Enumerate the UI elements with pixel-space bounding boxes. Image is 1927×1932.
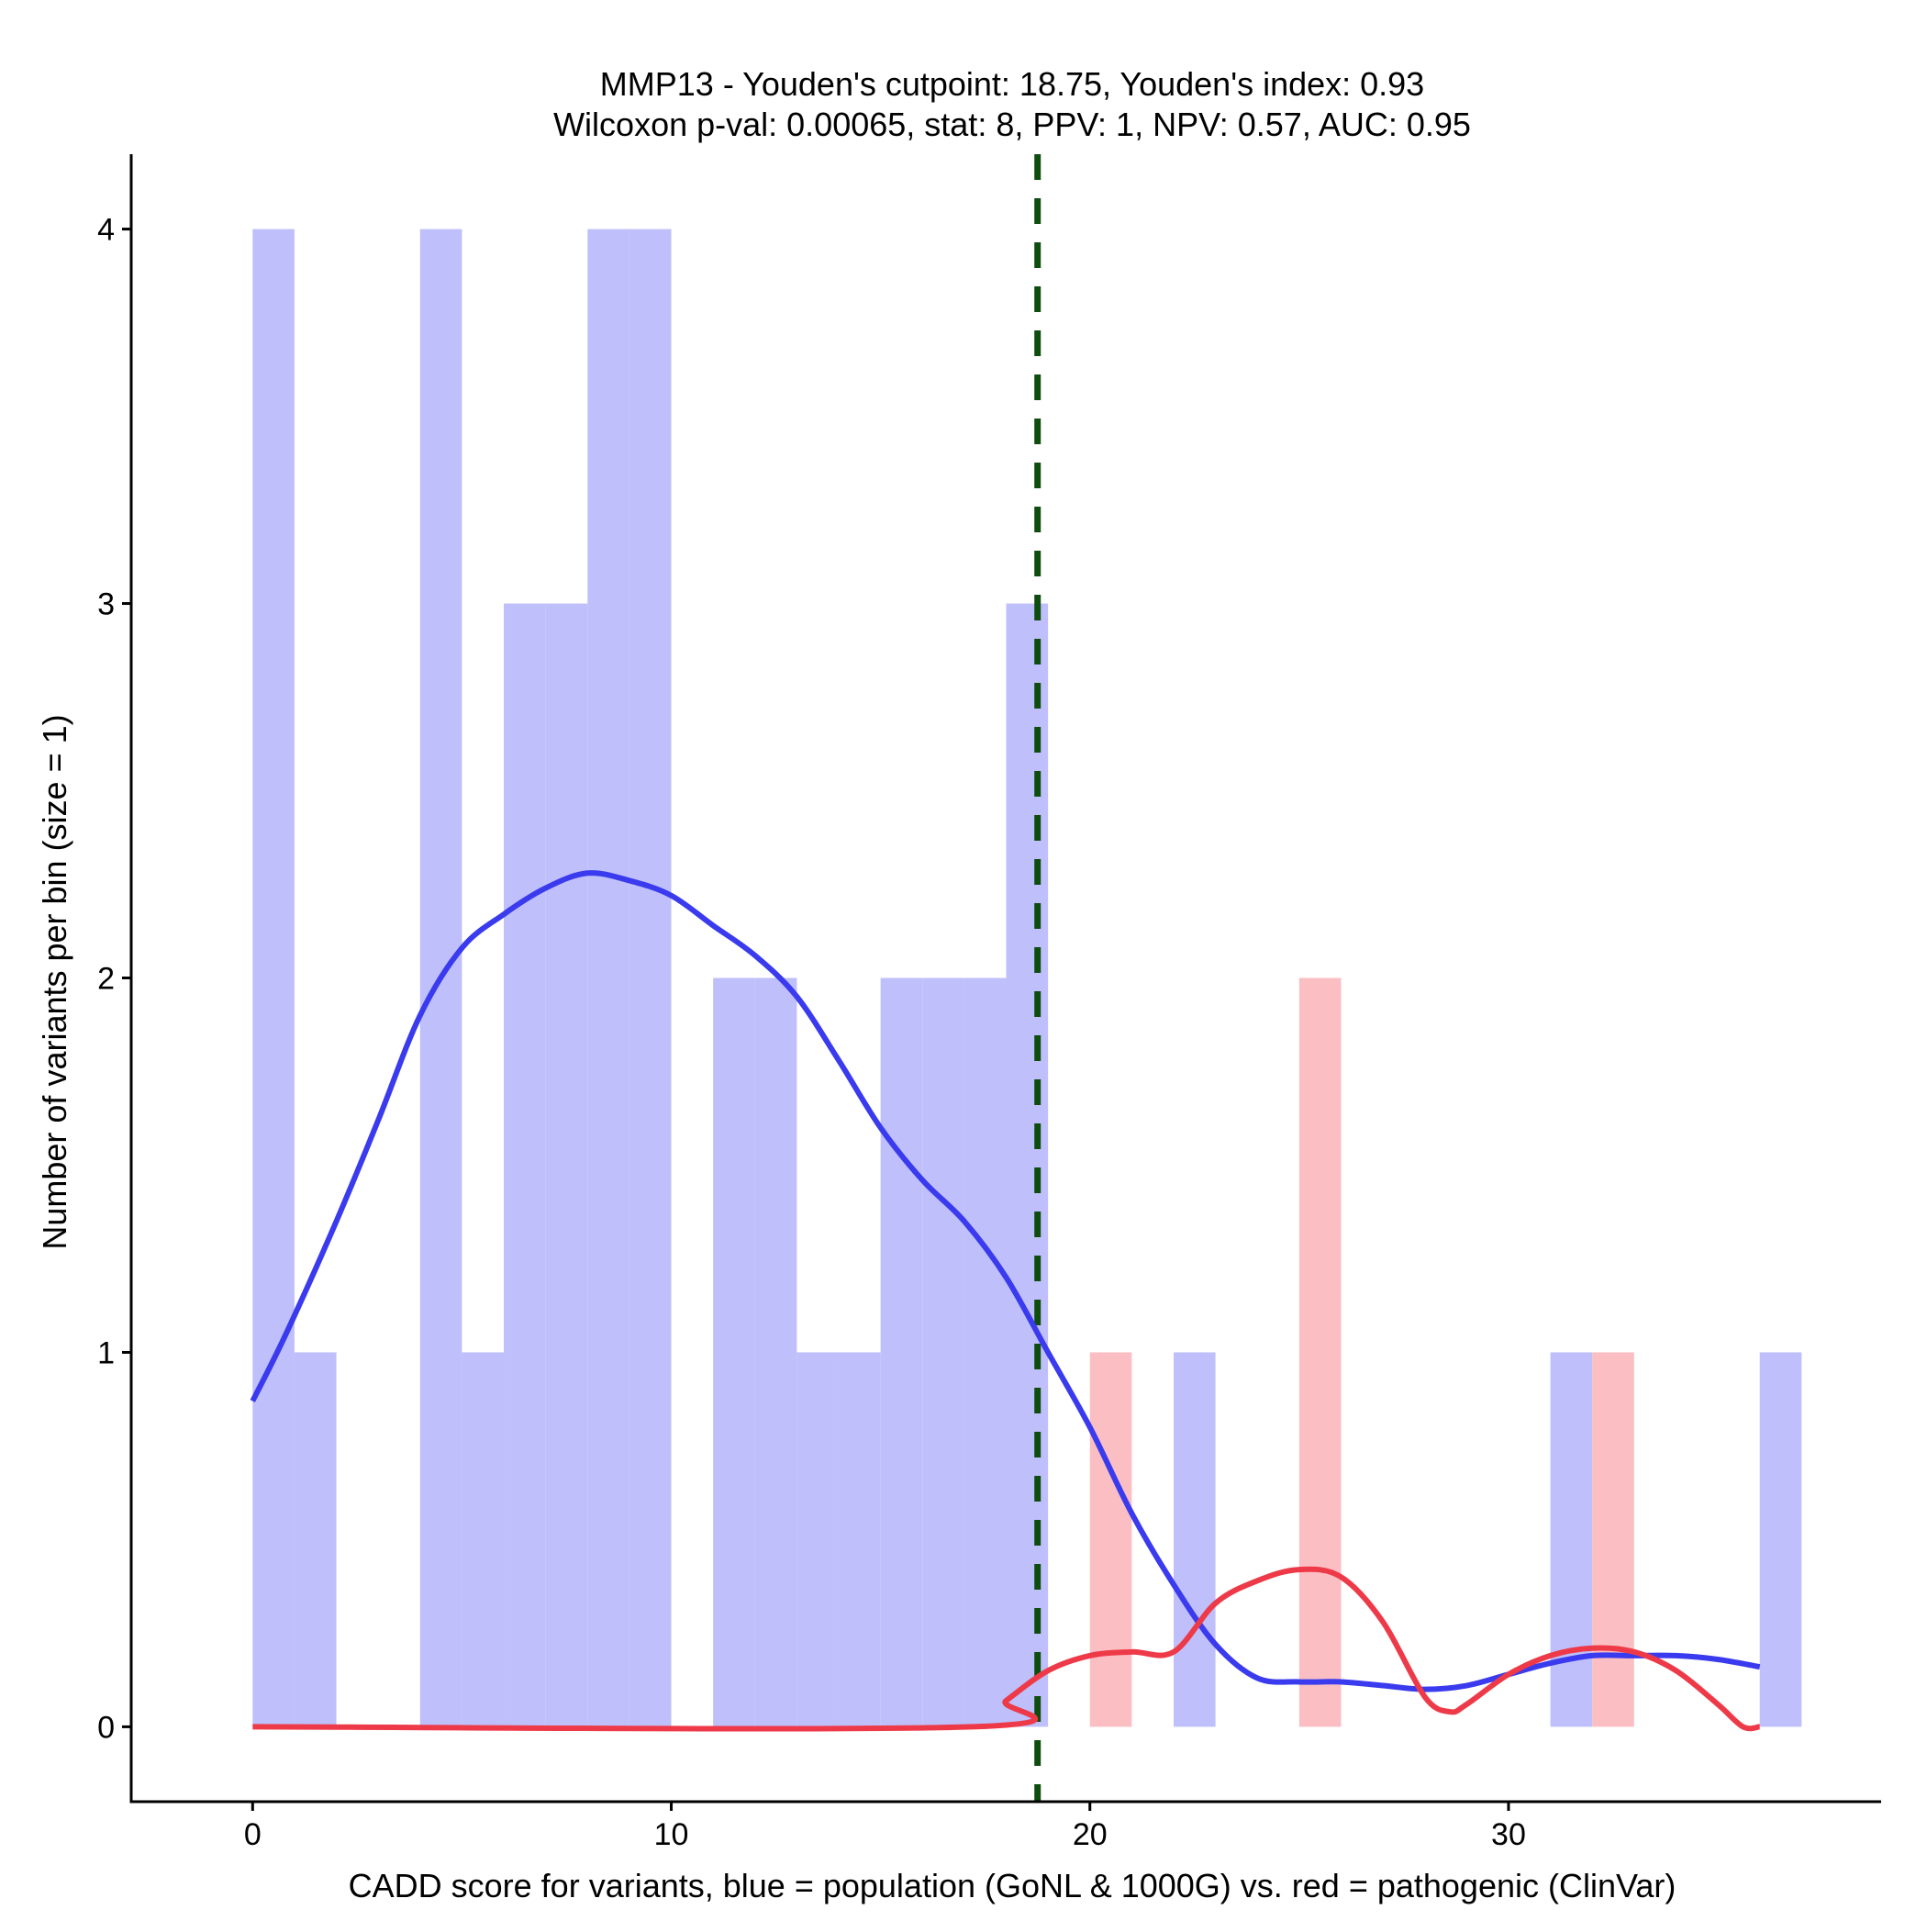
population-bar bbox=[713, 977, 755, 1727]
bars-layer bbox=[252, 229, 1802, 1727]
x-tick-label: 0 bbox=[244, 1817, 262, 1852]
pathogenic-density-line bbox=[252, 1566, 1761, 1732]
y-tick-label: 1 bbox=[97, 1335, 115, 1370]
pathogenic-bar bbox=[1592, 1352, 1634, 1727]
population-bar bbox=[252, 229, 295, 1727]
population-bar bbox=[754, 977, 797, 1727]
chart-title-line-2: Wilcoxon p-val: 0.00065, stat: 8, PPV: 1… bbox=[553, 106, 1471, 143]
y-tick-label: 4 bbox=[97, 213, 115, 248]
population-bar bbox=[1006, 603, 1049, 1727]
population-bar bbox=[629, 229, 672, 1727]
density-lines-layer bbox=[250, 154, 1761, 1802]
population-bar bbox=[545, 603, 588, 1727]
pathogenic-bar bbox=[1089, 1352, 1132, 1727]
population-bar bbox=[462, 1352, 505, 1727]
population-density-line bbox=[250, 870, 1761, 1692]
population-bar bbox=[504, 603, 546, 1727]
population-bar bbox=[587, 229, 629, 1727]
axes-layer: 0 1 2 3 4 0 10 20 30 bbox=[97, 154, 1881, 1852]
x-axis-label: CADD score for variants, blue = populati… bbox=[349, 1867, 1676, 1904]
population-bar bbox=[880, 977, 923, 1727]
population-bar bbox=[1173, 1352, 1216, 1727]
x-tick-label: 20 bbox=[1073, 1817, 1108, 1852]
population-bar bbox=[1759, 1352, 1802, 1727]
population-bar bbox=[294, 1352, 337, 1727]
y-tick-label: 2 bbox=[97, 962, 115, 997]
population-bar bbox=[839, 1352, 881, 1727]
y-axis-label: Number of variants per bin (size = 1) bbox=[36, 714, 73, 1249]
population-bar bbox=[1550, 1352, 1593, 1727]
y-tick-label: 3 bbox=[97, 587, 115, 622]
y-tick-label: 0 bbox=[97, 1710, 115, 1745]
population-bar bbox=[964, 977, 1007, 1727]
chart-title-line-1: MMP13 - Youden's cutpoint: 18.75, Youden… bbox=[600, 65, 1424, 103]
x-tick-label: 10 bbox=[654, 1817, 689, 1852]
population-bar bbox=[796, 1352, 840, 1727]
pathogenic-bar bbox=[1298, 977, 1342, 1727]
population-bar bbox=[922, 977, 964, 1727]
x-tick-label: 30 bbox=[1491, 1817, 1526, 1852]
